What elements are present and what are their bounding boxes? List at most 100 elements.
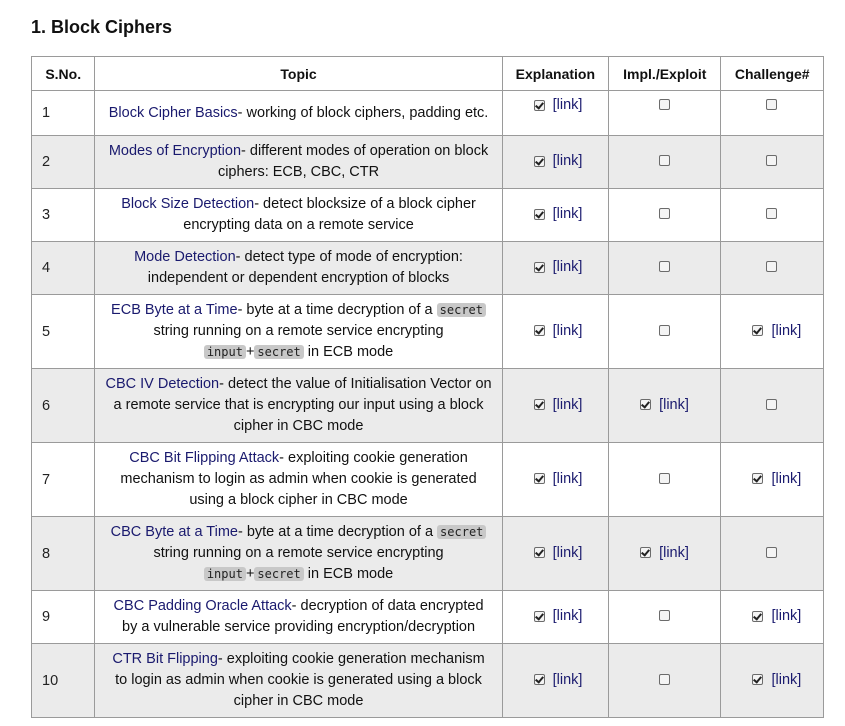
challenge-cell: [link]	[720, 442, 824, 517]
topic-link[interactable]: CBC IV Detection	[105, 376, 220, 392]
explanation-checkbox[interactable]	[533, 99, 545, 111]
challenge-link[interactable]: [link]	[771, 608, 802, 625]
column-header-impl: Impl./Exploit	[608, 56, 722, 91]
challenge-cell: [link]	[720, 590, 824, 644]
challenge-checkbox[interactable]	[766, 99, 778, 110]
impl-checkbox[interactable]	[658, 99, 670, 110]
impl-checkbox[interactable]	[658, 261, 670, 272]
explanation-cell: [link]	[501, 442, 610, 517]
explanation-link[interactable]: [link]	[552, 608, 583, 625]
explanation-link[interactable]: [link]	[552, 259, 583, 276]
table-row: 4 Mode Detection- detect type of mode of …	[30, 241, 824, 295]
explanation-link[interactable]: [link]	[552, 396, 583, 413]
topic-description-part: in ECB mode	[303, 344, 394, 360]
explanation-checkbox[interactable]	[533, 208, 545, 220]
impl-wrap	[658, 99, 670, 110]
row-number: 4	[30, 241, 96, 295]
impl-cell	[608, 241, 722, 295]
row-number: 7	[30, 442, 96, 517]
challenge-wrap	[766, 398, 778, 410]
explanation-wrap: [link]	[533, 153, 583, 170]
topic-link[interactable]: Mode Detection	[134, 249, 236, 265]
explanation-wrap: [link]	[533, 259, 583, 276]
impl-link[interactable]: [link]	[659, 544, 689, 561]
challenge-checkbox[interactable]	[766, 398, 778, 410]
topic-cell: CBC IV Detection- detect the value of In…	[94, 368, 503, 443]
table-row: 9 CBC Padding Oracle Attack- decryption o…	[30, 590, 824, 644]
impl-checkbox[interactable]	[658, 610, 670, 621]
explanation-checkbox[interactable]	[533, 547, 545, 559]
plus-sign: +	[245, 566, 255, 582]
challenge-cell	[720, 241, 824, 295]
challenge-checkbox[interactable]	[766, 261, 778, 272]
impl-checkbox[interactable]	[640, 547, 652, 559]
table-header-row: S.No. Topic Explanation Impl./Exploit Ch…	[30, 56, 824, 91]
topic-link[interactable]: CBC Padding Oracle Attack	[113, 598, 292, 614]
challenge-wrap: [link]	[752, 672, 801, 688]
impl-checkbox[interactable]	[640, 399, 652, 411]
topic-link[interactable]: Modes of Encryption	[108, 143, 242, 159]
challenge-wrap	[766, 261, 778, 272]
impl-wrap	[658, 472, 670, 484]
topic-description: - detect the value of Initialisation Vec…	[113, 376, 492, 434]
challenge-link[interactable]: [link]	[771, 470, 802, 487]
explanation-checkbox[interactable]	[533, 261, 545, 273]
impl-wrap	[658, 155, 670, 166]
impl-cell	[608, 135, 722, 189]
challenge-checkbox[interactable]	[752, 674, 764, 686]
explanation-checkbox[interactable]	[533, 473, 545, 485]
explanation-link[interactable]: [link]	[552, 206, 583, 223]
explanation-checkbox[interactable]	[533, 674, 545, 686]
topic-link[interactable]: CTR Bit Flipping	[112, 651, 218, 667]
topic-description: - exploiting cookie generation mechanism…	[120, 450, 477, 508]
explanation-checkbox[interactable]	[533, 325, 545, 337]
explanation-checkbox[interactable]	[533, 155, 545, 167]
impl-checkbox[interactable]	[658, 472, 670, 484]
column-header-explanation: Explanation	[501, 56, 610, 91]
impl-wrap	[658, 208, 670, 219]
explanation-cell: [link]	[501, 294, 610, 369]
impl-link[interactable]: [link]	[659, 396, 689, 413]
topic-link[interactable]: CBC Byte at a Time	[110, 524, 238, 540]
challenge-checkbox[interactable]	[752, 610, 764, 622]
explanation-link[interactable]: [link]	[552, 671, 583, 688]
explanation-checkbox[interactable]	[533, 399, 545, 411]
explanation-checkbox[interactable]	[533, 610, 545, 622]
explanation-link[interactable]: [link]	[552, 97, 583, 114]
explanation-link[interactable]: [link]	[552, 470, 583, 487]
topic-description-part: in ECB mode	[303, 566, 394, 582]
topic-description-part: string running on a remote service encry…	[153, 545, 444, 561]
challenge-cell: [link]	[720, 643, 824, 718]
challenge-checkbox[interactable]	[766, 155, 778, 166]
explanation-link[interactable]: [link]	[552, 153, 583, 170]
challenge-checkbox[interactable]	[752, 325, 764, 337]
row-number: 9	[30, 590, 96, 644]
topic-link[interactable]: ECB Byte at a Time	[111, 302, 238, 318]
explanation-link[interactable]: [link]	[552, 544, 583, 561]
challenge-link[interactable]: [link]	[771, 671, 802, 688]
topic-link[interactable]: CBC Bit Flipping Attack	[129, 450, 280, 466]
topic-description-part: - byte at a time decryption of a	[237, 302, 437, 318]
topic-cell: ECB Byte at a Time- byte at a time decry…	[94, 294, 503, 369]
topic-link[interactable]: Block Cipher Basics	[108, 104, 238, 121]
impl-checkbox[interactable]	[658, 324, 670, 336]
challenge-checkbox[interactable]	[752, 473, 764, 485]
challenge-checkbox[interactable]	[766, 208, 778, 219]
row-number: 1	[30, 90, 96, 136]
column-header-topic: Topic	[94, 56, 503, 91]
challenge-link[interactable]: [link]	[771, 322, 802, 339]
row-number: 8	[30, 516, 96, 591]
table-row: 2 Modes of Encryption- different modes of…	[30, 135, 824, 189]
impl-checkbox[interactable]	[658, 673, 670, 685]
code-secret: secret	[254, 567, 304, 581]
topic-cell: CBC Padding Oracle Attack- decryption of…	[94, 590, 503, 644]
impl-checkbox[interactable]	[658, 208, 670, 219]
challenge-cell	[720, 188, 824, 242]
row-number: 2	[30, 135, 96, 189]
explanation-link[interactable]: [link]	[552, 322, 583, 339]
explanation-cell: [link]	[501, 368, 610, 443]
challenge-checkbox[interactable]	[766, 546, 778, 558]
topic-link[interactable]: Block Size Detection	[121, 196, 255, 212]
impl-cell: [link]	[608, 368, 722, 443]
impl-checkbox[interactable]	[658, 155, 670, 166]
